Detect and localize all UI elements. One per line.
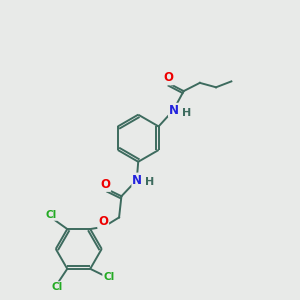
Text: H: H xyxy=(146,176,154,187)
Text: Cl: Cl xyxy=(103,272,114,282)
Text: Cl: Cl xyxy=(52,282,63,292)
Text: N: N xyxy=(132,173,142,187)
Text: N: N xyxy=(169,104,179,117)
Text: Cl: Cl xyxy=(46,210,57,220)
Text: H: H xyxy=(182,108,191,118)
Text: O: O xyxy=(100,178,110,191)
Text: O: O xyxy=(98,215,108,228)
Text: O: O xyxy=(163,71,173,84)
